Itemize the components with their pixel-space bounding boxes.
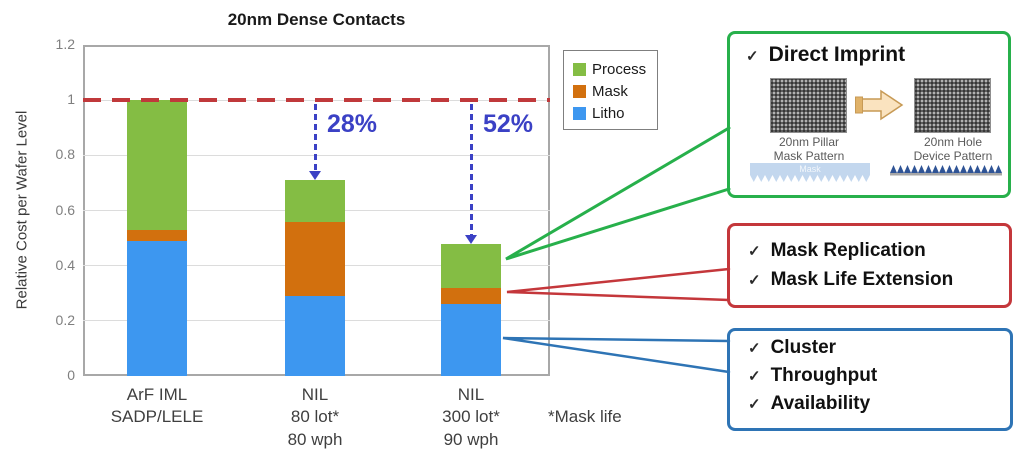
litho-benefit-item: ✓ Availability (748, 393, 870, 415)
litho-swatch (573, 106, 586, 120)
litho-benefit-item: ✓ Cluster (748, 337, 836, 359)
legend-label: Process (592, 60, 647, 78)
y-tick-label: 0 (67, 367, 75, 383)
hole-device-caption: 20nm Hole Device Pattern (913, 135, 993, 164)
hole-device-pattern-image (914, 78, 991, 133)
legend-item-mask: Mask (573, 80, 657, 102)
mask-swatch (573, 84, 586, 98)
category-label: NIL 300 lot* 90 wph (442, 385, 500, 449)
category-label: ArF IML SADP/LELE (110, 385, 204, 427)
y-tick-label: 0.6 (55, 201, 75, 218)
bar-segment-mask (441, 287, 501, 305)
check-icon: ✓ (748, 368, 761, 385)
y-tick-label: 0.4 (55, 256, 75, 273)
bar-segment-process (127, 100, 187, 230)
mask-benefit-label: Mask Life Extension (770, 269, 954, 290)
legend-item-litho: Litho (573, 102, 657, 124)
litho-benefit-item: ✓ Throughput (748, 365, 877, 387)
y-tick-label: 0.2 (55, 311, 75, 328)
bar-segment-mask (127, 229, 187, 241)
mask-teeth-graphic (750, 175, 870, 182)
legend-item-process: Process (573, 58, 657, 80)
category-label: NIL 80 lot* 80 wph (287, 385, 343, 449)
pillar-mask-caption: 20nm Pillar Mask Pattern (773, 135, 845, 164)
reduction-label: 28% (327, 110, 378, 139)
legend-label: Litho (592, 104, 625, 122)
device-dots-graphic (890, 165, 1002, 176)
direct-imprint-callout: ✓ Direct Imprint 20nm Pillar Mask Patter… (727, 31, 1011, 198)
bar-segment-litho (285, 296, 345, 376)
mask-benefit-item: ✓ Mask Replication (748, 240, 926, 262)
direct-imprint-title: Direct Imprint (768, 43, 906, 66)
check-icon: ✓ (746, 48, 759, 65)
litho-benefit-label: Availability (770, 393, 871, 414)
grid-line (83, 154, 550, 156)
reduction-arrow-line (313, 104, 317, 173)
chart-title: 20nm Dense Contacts (227, 10, 406, 29)
mask-benefit-label: Mask Replication (770, 240, 926, 261)
mask-benefits-callout: ✓ Mask Replication ✓ Mask Life Extension (727, 223, 1012, 308)
check-icon: ✓ (748, 340, 761, 357)
bar-segment-litho (441, 304, 501, 376)
reduction-arrow-line (469, 104, 473, 236)
chart-legend: Process Mask Litho (563, 50, 658, 130)
check-icon: ✓ (748, 243, 761, 260)
mask-life-footnote: *Mask life (548, 407, 622, 426)
y-tick-label: 1 (67, 91, 75, 108)
bar-segment-process (285, 180, 345, 222)
reduction-arrow-head (465, 234, 477, 244)
mask-benefit-item: ✓ Mask Life Extension (748, 269, 953, 291)
bar-segment-litho (127, 240, 187, 376)
litho-benefits-callout: ✓ Cluster ✓ Throughput ✓ Availability (727, 328, 1013, 431)
direct-imprint-title-row: ✓ Direct Imprint (746, 43, 905, 67)
bar-segment-mask (285, 221, 345, 296)
litho-benefit-label: Cluster (770, 337, 837, 358)
legend-label: Mask (592, 82, 628, 100)
y-tick-label: 1.2 (55, 36, 75, 52)
check-icon: ✓ (748, 396, 761, 413)
pillar-mask-pattern-image (770, 78, 847, 133)
reference-line (83, 98, 550, 103)
mask-cross-section: Mask (750, 163, 870, 175)
y-tick-label: 0.8 (55, 146, 75, 163)
litho-benefit-label: Throughput (770, 365, 878, 386)
check-icon: ✓ (748, 272, 761, 289)
bar-segment-process (441, 243, 501, 288)
reduction-label: 52% (483, 110, 534, 139)
reduction-arrow-head (309, 171, 321, 181)
transfer-arrow-icon (855, 89, 904, 121)
process-swatch (573, 62, 586, 76)
